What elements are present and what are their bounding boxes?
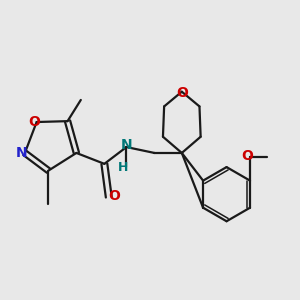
Text: N: N [16, 146, 27, 160]
Text: O: O [108, 189, 120, 202]
Text: H: H [118, 160, 128, 174]
Text: O: O [176, 86, 188, 100]
Text: O: O [28, 115, 40, 129]
Text: N: N [121, 138, 132, 152]
Text: O: O [242, 149, 254, 163]
